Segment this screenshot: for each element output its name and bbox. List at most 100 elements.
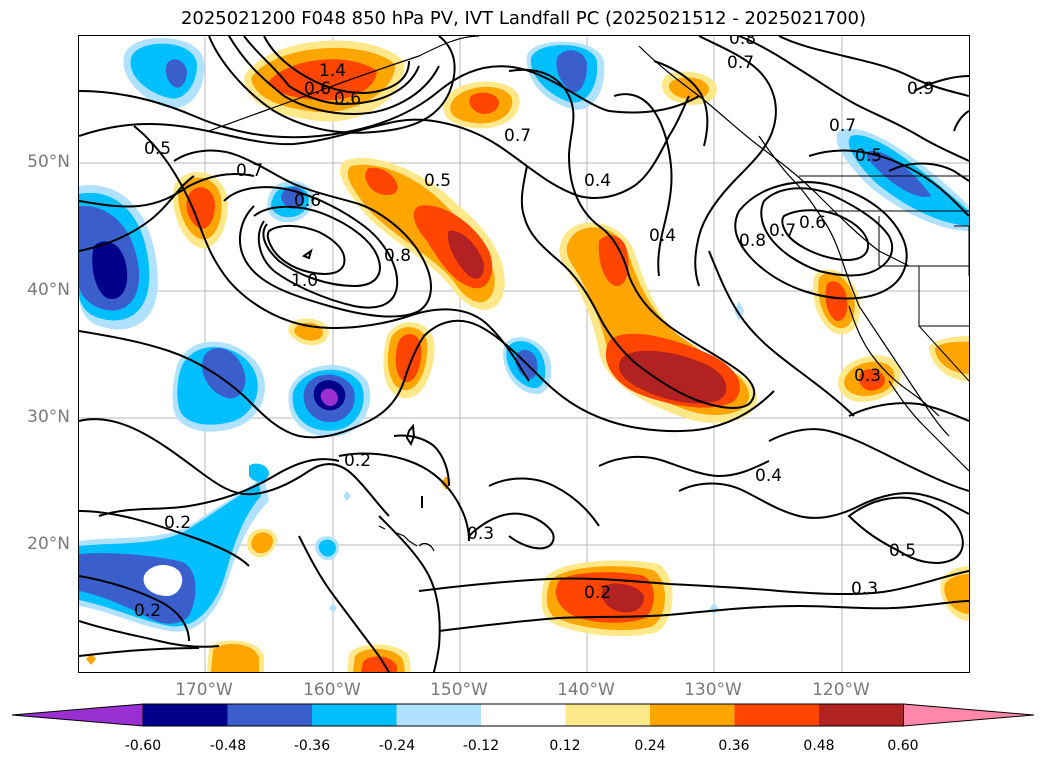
contour-line <box>79 95 690 199</box>
contour-line <box>378 515 441 672</box>
contour-label: 0.5 <box>855 146 882 166</box>
contour-label: 0.6 <box>334 89 361 109</box>
contour-line <box>953 110 969 132</box>
fill-negative-subtrop <box>202 348 246 399</box>
latitude-label: 30°N <box>27 407 70 427</box>
fill-marker-diamond <box>709 603 719 615</box>
map-title: 2025021200 F048 850 hPa PV, IVT Landfall… <box>180 8 867 29</box>
colorbar-cell <box>312 704 397 726</box>
contour-line <box>734 181 908 300</box>
contour-label: 0.6 <box>799 213 826 233</box>
contour-line <box>266 224 346 275</box>
contour-line <box>98 458 340 517</box>
fill-positive-small-bits <box>211 643 259 672</box>
contour-line <box>79 175 195 252</box>
fill-positive-east-edge <box>935 341 969 374</box>
colorbar-tick-label: 0.24 <box>634 738 666 754</box>
contour-line <box>79 173 255 208</box>
contour-line <box>778 36 969 97</box>
colorbar-cell <box>819 704 904 726</box>
colorbar-outline <box>142 703 904 727</box>
contour-line <box>418 570 969 596</box>
colorbar-cell <box>396 704 482 726</box>
contour-label: 0.6 <box>294 191 321 211</box>
fill-negative-bc-coast <box>866 150 931 197</box>
fill-positive-east-edge <box>944 574 969 614</box>
contour-line <box>888 162 969 182</box>
contour-line <box>79 65 700 139</box>
shaded-anomaly-fields <box>79 37 969 672</box>
coastline-bc <box>758 135 950 437</box>
contour-label: 0.4 <box>649 226 676 246</box>
fill-marker-diamond <box>86 653 96 665</box>
contour-label: 0.2 <box>584 583 611 603</box>
contour-label: 0.3 <box>851 579 878 599</box>
fill-positive-small-bits <box>361 656 397 672</box>
contour-line <box>913 75 969 92</box>
contour-line <box>613 93 673 277</box>
contour-label: 0.3 <box>854 366 881 386</box>
contour-line <box>468 512 555 550</box>
contour-line <box>79 319 775 439</box>
contour-label: 0.7 <box>829 116 856 136</box>
fill-positive-mid-north <box>469 92 499 114</box>
contour-label: 0.2 <box>164 513 191 533</box>
fill-positive-california-south <box>859 369 885 391</box>
contour-line <box>79 647 200 657</box>
contour-line <box>223 186 399 309</box>
colorbar-cell <box>734 704 820 726</box>
contour-label: 1.4 <box>319 61 346 81</box>
contour-label: 0.2 <box>134 601 161 621</box>
contour-line <box>228 36 440 116</box>
contour-line <box>438 600 969 632</box>
contour-label: 0.5 <box>889 541 916 561</box>
contour-line <box>760 187 894 277</box>
contour-label: 0.2 <box>344 451 371 471</box>
fill-negative-small-bits <box>318 539 336 557</box>
fill-negative-southwest <box>249 463 269 482</box>
contour-label: 1.0 <box>291 271 318 291</box>
colorbar-cell <box>227 704 313 726</box>
pv-contours <box>79 36 969 672</box>
contour-label: 0.4 <box>755 466 782 486</box>
colorbar-tick-label: 0.48 <box>803 738 835 754</box>
coastline-alaska <box>208 36 480 132</box>
contour-line <box>768 428 969 492</box>
fill-positive-california-north <box>825 281 848 322</box>
map-canvas: 1.4 0.6 0.6 0.8 0.7 0.9 0.5 0.7 0.6 1.0 … <box>79 36 969 672</box>
fill-negative-southwest <box>143 564 183 596</box>
longitude-label: 140°W <box>557 680 615 700</box>
contour-line <box>738 36 969 162</box>
colorbar-tick-label: -0.48 <box>209 738 247 754</box>
fill-positive-central <box>365 167 398 196</box>
contour-line <box>79 575 190 642</box>
colorbar-cell <box>565 704 651 726</box>
colorbar-tick-label: -0.60 <box>124 738 162 754</box>
contour-label: 0.5 <box>144 139 171 159</box>
fill-positive-subtrop <box>395 333 422 383</box>
contour-label: 0.6 <box>304 79 331 99</box>
contour-line <box>598 455 770 478</box>
contour-line <box>393 434 450 487</box>
fill-marker-diamond <box>329 603 337 613</box>
colorbar-tick-label: -0.12 <box>462 738 500 754</box>
fill-positive-south <box>601 583 645 613</box>
colorbar-extend-max <box>903 703 1035 727</box>
contour-line <box>808 149 969 217</box>
colorbar-cell <box>143 704 228 726</box>
colorbar-tick-label: 0.12 <box>549 738 581 754</box>
contour-label: 0.7 <box>727 53 754 73</box>
latitude-label: 40°N <box>27 280 70 300</box>
contour-line <box>338 452 470 542</box>
colorbar <box>11 703 1035 727</box>
contour-line <box>243 36 420 106</box>
contour-labels: 1.4 0.6 0.6 0.8 0.7 0.9 0.5 0.7 0.6 1.0 … <box>134 36 934 621</box>
contour-label: 0.9 <box>907 79 934 99</box>
contour-line <box>678 482 969 519</box>
contour-line <box>708 250 855 417</box>
fill-negative-north <box>165 59 187 88</box>
contour-line <box>79 510 250 567</box>
contour-line <box>173 149 432 318</box>
contour-line <box>133 125 530 382</box>
contour-line <box>488 477 600 527</box>
